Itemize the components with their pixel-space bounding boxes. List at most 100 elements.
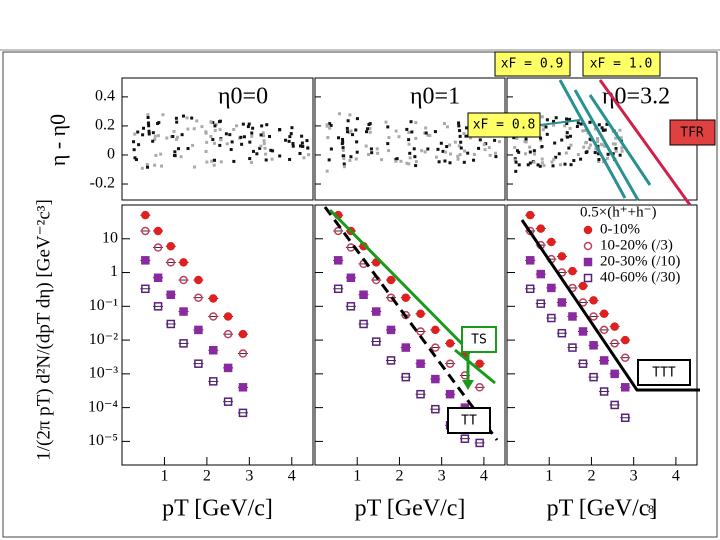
cloud-dot [407, 138, 411, 142]
cloud-dot [230, 140, 234, 144]
cloud-dot [193, 165, 197, 169]
legend-title: 0.5×(h⁺+h⁻) [580, 204, 657, 220]
cloud-dot [365, 130, 369, 134]
point [475, 383, 484, 392]
cloud-dot [268, 134, 272, 138]
tfr-line [598, 79, 692, 206]
cloud-dot [593, 127, 597, 131]
y-tick-label: 10⁻⁴ [88, 398, 118, 415]
cloud-dot [154, 153, 158, 157]
cloud-dot [545, 118, 549, 122]
cloud-dot [305, 139, 309, 143]
cloud-dot [463, 149, 467, 153]
cloud-dot [146, 121, 150, 125]
cloud-dot [439, 141, 443, 145]
cloud-dot [229, 148, 233, 152]
cloud-dot [443, 150, 447, 154]
cloud-dot [599, 142, 603, 146]
cloud-dot [611, 142, 615, 146]
cloud-dot [248, 140, 252, 144]
cloud-dot [146, 115, 150, 119]
cloud-dot [156, 134, 160, 138]
cloud-dot [270, 157, 274, 161]
cloud-dot [414, 121, 418, 125]
point [153, 302, 163, 311]
cloud-dot [161, 113, 165, 117]
cloud-dot [364, 144, 368, 148]
cloud-dot [565, 131, 569, 135]
cloud-dot [259, 144, 263, 148]
rapidity-tick-label: 0 [107, 146, 115, 163]
cloud-dot [462, 132, 466, 136]
x-tick-label: 4 [672, 468, 680, 485]
cloud-dot [370, 151, 374, 155]
cloud-dot [423, 150, 427, 154]
cloud-dot [551, 164, 555, 168]
cloud-dot [224, 132, 228, 136]
xf-box [582, 51, 661, 77]
cloud-dot [515, 149, 519, 153]
cloud-dot [346, 119, 350, 123]
cloud-dot [620, 146, 624, 150]
cloud-dot [232, 127, 236, 131]
cloud-dot [190, 116, 194, 120]
cloud-dot [565, 122, 569, 126]
cloud-dot [250, 131, 254, 135]
cloud-dot [351, 133, 355, 137]
plot-frame [314, 204, 506, 466]
cloud-dot [428, 133, 432, 137]
point [141, 256, 150, 265]
cloud-dot [515, 136, 519, 140]
legend-swatch [583, 257, 593, 267]
xf-box [494, 51, 571, 77]
cloud-dot [255, 152, 259, 156]
point [223, 329, 233, 339]
cloud-dot [456, 154, 460, 158]
cloud-dot [347, 131, 351, 135]
cloud-dot [493, 138, 497, 142]
cloud-dot [325, 124, 329, 128]
cloud-dot [205, 140, 209, 144]
cloud-dot [514, 169, 518, 173]
cloud-dot [232, 159, 236, 163]
cloud-dot [151, 139, 155, 143]
cloud-dot [213, 128, 217, 132]
point [401, 293, 411, 302]
cloud-dot [262, 142, 266, 146]
rapidity-frame [121, 77, 314, 201]
eta0-label: η0=1 [410, 84, 460, 110]
cloud-dot [394, 159, 398, 163]
point [416, 309, 425, 319]
point [475, 438, 484, 448]
point [536, 224, 546, 233]
point [209, 345, 218, 355]
cloud-dot [180, 133, 184, 137]
cloud-dot [606, 156, 610, 160]
point [536, 299, 546, 308]
cloud-dot [433, 130, 437, 134]
cloud-dot [300, 134, 304, 138]
cloud-dot [367, 153, 371, 157]
annotation-lines [323, 79, 700, 441]
x-tick-label: 1 [160, 468, 168, 485]
cloud-dot [262, 139, 266, 143]
cloud-dot [407, 162, 411, 166]
cloud-dot [448, 143, 452, 147]
cloud-dot [181, 114, 185, 118]
cloud-dot [240, 142, 244, 146]
cloud-dot [533, 152, 537, 156]
cloud-dot [387, 149, 391, 153]
point [346, 273, 356, 283]
cloud-dot [264, 152, 268, 156]
x-tick-label: 2 [587, 468, 595, 485]
cloud-dot [597, 158, 601, 162]
cloud-dot [146, 165, 150, 169]
cloud-dot [420, 149, 424, 153]
point [431, 325, 440, 335]
cloud-dot [195, 119, 199, 123]
point [445, 359, 455, 368]
cloud-dot [269, 148, 273, 152]
ttt-label: TTT [652, 366, 676, 381]
cloud-dot [395, 157, 399, 161]
